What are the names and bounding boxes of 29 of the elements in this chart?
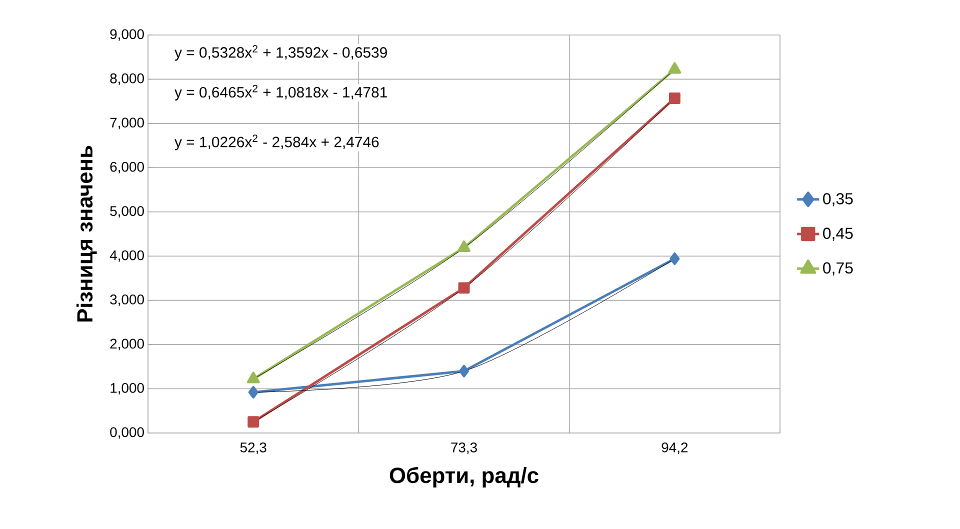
x-tick-label: 94,2: [662, 442, 688, 454]
legend-label: 0,45: [823, 228, 853, 241]
legend-label: 0,35: [823, 193, 853, 206]
point: [668, 92, 680, 104]
point: [670, 252, 680, 265]
point: [248, 386, 258, 399]
annotation: y = 1,0226x$^{2}$ - 2,584x + 2,4746: [174, 134, 379, 150]
y-tick-label: 4,000: [110, 250, 144, 262]
y-tick-label: 0,000: [110, 427, 144, 439]
y-tick-label: 7,000: [110, 118, 144, 130]
y-tick-label: 2,000: [110, 338, 144, 350]
point: [458, 240, 470, 252]
x-tick-label: 52,3: [240, 442, 266, 454]
point: [668, 62, 682, 74]
y-tick-label: 8,000: [110, 73, 144, 85]
point: [248, 416, 260, 428]
annotation: y = 0,6465x$^{2}$ + 1,0818x - 1,4781: [174, 84, 387, 100]
x-axis-title: Оберти, рад/с: [390, 466, 538, 488]
x-tick-label: 73,3: [451, 442, 477, 454]
y-tick-label: 5,000: [110, 206, 144, 218]
y-axis-title: Різниця значень: [76, 146, 97, 322]
point: [459, 364, 470, 378]
y-tick-label: 9,000: [110, 29, 144, 41]
y-tick-label: 1,000: [110, 382, 144, 395]
annotation: y = 0,5328x$^{2}$ + 1,3592x - 0,6539: [174, 45, 387, 61]
y-tick-label: 6,000: [110, 162, 144, 174]
legend-label: 0,75: [823, 262, 853, 276]
point: [458, 282, 470, 294]
y-tick-label: 3,000: [110, 294, 144, 306]
